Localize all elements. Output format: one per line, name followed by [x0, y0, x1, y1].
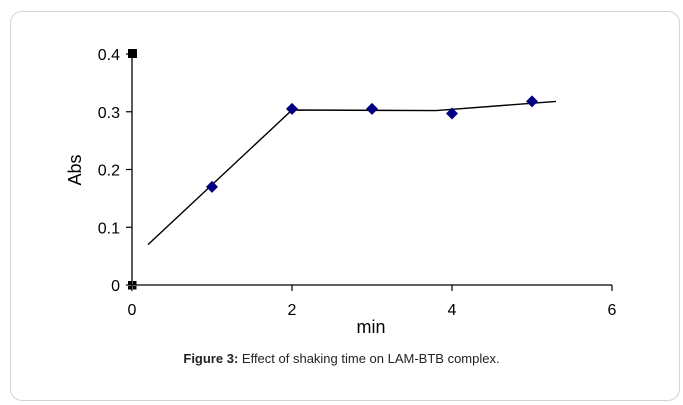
y-tick-label: 0.4 — [98, 47, 120, 64]
trend-line — [147, 100, 557, 246]
x-axis-title: min — [356, 317, 385, 337]
corner-marker-bottom — [128, 281, 132, 285]
y-tick-label: 0.2 — [98, 163, 120, 180]
tick-labels: 0 0.1 0.2 0.3 0.4 0 2 4 6 — [98, 47, 617, 319]
data-point — [366, 102, 378, 115]
figure-frame — [10, 11, 680, 401]
figure-caption: Figure 3: Effect of shaking time on LAM-… — [0, 351, 683, 366]
data-point — [206, 180, 218, 193]
y-tick-label: 0.3 — [98, 105, 120, 122]
y-tick-label: 0.1 — [98, 220, 120, 237]
trend-line-group — [147, 100, 557, 246]
corner-marker-bottom — [133, 286, 137, 290]
x-tick-label: 6 — [608, 302, 617, 319]
y-tick-label: 0 — [111, 278, 120, 295]
figure-caption-text: Effect of shaking time on LAM-BTB comple… — [238, 351, 500, 366]
corner-marker-top — [128, 49, 137, 58]
x-tick-label: 2 — [288, 302, 297, 319]
data-points — [206, 95, 538, 193]
axes — [128, 49, 612, 290]
data-point — [286, 102, 298, 115]
corner-marker-bottom — [133, 281, 137, 285]
y-axis-title: Abs — [65, 154, 85, 185]
tick-marks — [126, 53, 613, 291]
corner-marker-bottom — [128, 286, 132, 290]
x-tick-label: 0 — [128, 302, 137, 319]
x-tick-label: 4 — [448, 302, 457, 319]
data-point — [446, 107, 458, 120]
data-point — [526, 95, 538, 108]
figure-caption-label: Figure 3: — [183, 351, 239, 366]
